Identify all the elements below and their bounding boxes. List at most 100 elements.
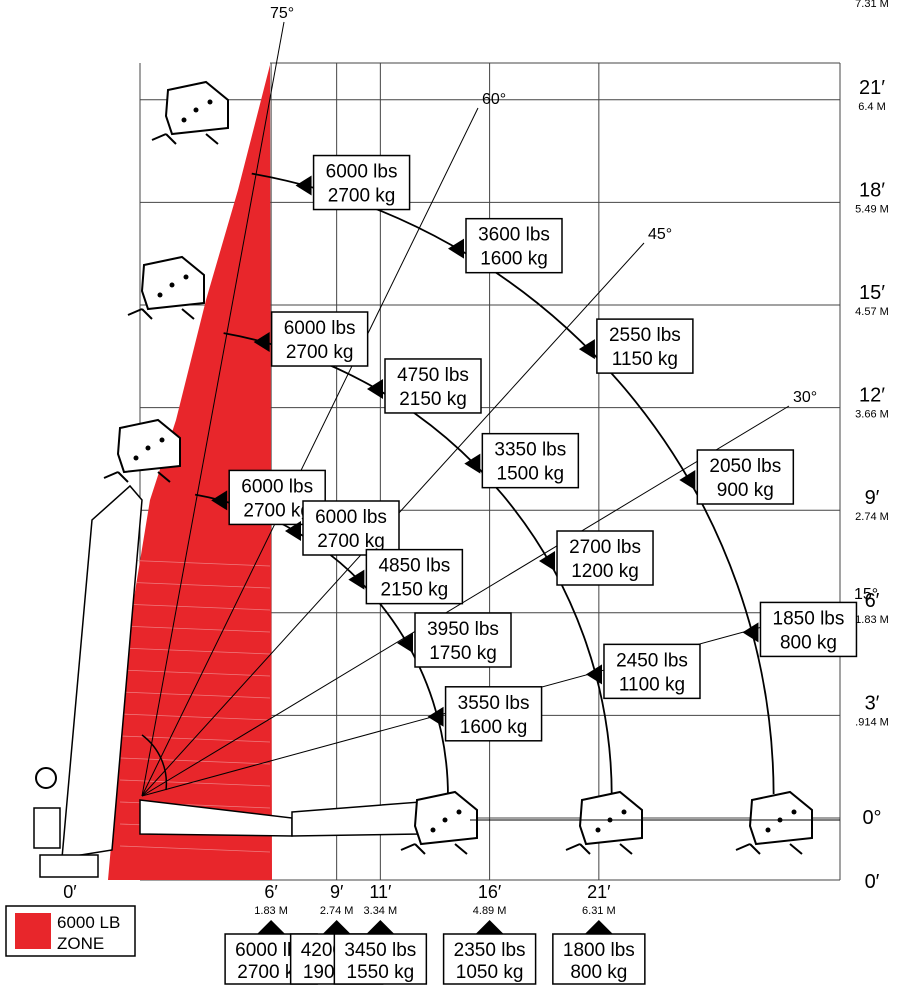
y-tick-label: 9′ — [865, 487, 880, 509]
zone-texture — [119, 647, 271, 655]
ground-load-box — [333, 933, 428, 985]
carriage-0-far — [735, 790, 813, 855]
arc-load-9-lbs: 2450 lbs — [616, 650, 688, 671]
y-tick-metric: 7.31 M — [855, 0, 889, 10]
arc-load-0-box — [312, 154, 411, 211]
arc-load-2: 2550 lbs 1150 kg — [578, 318, 694, 374]
boom-extension — [291, 801, 421, 837]
y-tick-metric: 4.57 M — [855, 306, 889, 318]
arc-load-2-kg: 1150 kg — [612, 349, 678, 370]
arc-load-12-lbs: 4850 lbs — [378, 556, 450, 577]
carriage-forks — [565, 843, 633, 855]
arc-load-5-lbs: 6000 lbs — [284, 318, 356, 339]
y-tick-metric: 3.66 M — [855, 409, 889, 421]
arc-load-8-lbs: 2700 lbs — [569, 537, 641, 558]
arc-load-7: 3350 lbs 1500 kg — [464, 432, 580, 489]
ground-load-kg: 800 kg — [570, 962, 627, 983]
machine-panel — [33, 807, 61, 849]
zone-texture — [119, 691, 271, 699]
ground-load-kg: 1550 kg — [347, 962, 415, 983]
carriage-bolt — [430, 827, 436, 833]
zone-texture — [119, 845, 271, 853]
arc-load-3-pointer — [679, 470, 696, 490]
boom-raised — [61, 484, 143, 859]
carriage-bolt — [207, 99, 213, 105]
arc-load-11-box — [302, 500, 400, 556]
arc-load-2-pointer — [578, 339, 595, 360]
ground-load-pointer — [366, 920, 395, 934]
carriage-forks — [735, 843, 803, 855]
arc-load-14-lbs: 3550 lbs — [458, 693, 530, 714]
arc-load-13-kg: 1750 kg — [429, 643, 497, 664]
arc-load-9-box — [603, 643, 701, 700]
y-tick-metric: .914 M — [855, 716, 889, 728]
carriage-bolt — [181, 117, 187, 123]
arc-load-0-kg: 2700 kg — [328, 186, 396, 207]
carriage-75-low — [103, 418, 181, 483]
angle-line-30 — [141, 405, 790, 797]
y-tick-label: 15′ — [859, 282, 885, 304]
ground-load-box — [552, 933, 646, 985]
y-tick-label: 3′ — [865, 692, 880, 714]
carriage-0-mid — [565, 790, 643, 855]
y-tick-label: 18′ — [859, 179, 885, 201]
arc-load-9: 2450 lbs 1100 kg — [585, 643, 701, 700]
carriage-0-near — [400, 790, 478, 855]
arc-load-4-kg: 800 kg — [780, 632, 837, 653]
ground-load-pointer — [584, 920, 613, 934]
arc-load-5-pointer — [253, 332, 270, 353]
x-tick-label: 9′ — [330, 882, 344, 902]
carriage-bolt — [159, 437, 165, 443]
arc-load-12-kg: 2150 kg — [381, 580, 449, 601]
arc-load-12: 4850 lbs 2150 kg — [348, 548, 464, 605]
arc-load-5-box — [270, 311, 369, 367]
arc-load-7-box — [481, 432, 580, 489]
y-tick-label: 21′ — [859, 77, 885, 99]
x-tick-label: 6′ — [264, 882, 278, 902]
angle-line-75 — [141, 21, 285, 797]
y-tick-metric: 6.4 M — [858, 101, 886, 113]
ground-load-pointer — [475, 920, 504, 934]
y-tick-zero-label: 0′ — [865, 871, 880, 893]
arc-load-14-kg: 1600 kg — [460, 717, 528, 738]
arc-load-10-kg: 2700 kg — [243, 500, 311, 521]
carriage-bolt — [169, 282, 175, 288]
ground-load-lbs: 6000 lbs — [235, 940, 307, 961]
carriage-bolt — [183, 274, 189, 280]
arc-load-14-box — [444, 686, 543, 742]
y-tick-label: 6′ — [865, 590, 880, 612]
arc-load-4-lbs: 1850 lbs — [773, 608, 845, 629]
arc-load-0-lbs: 6000 lbs — [326, 162, 398, 183]
ground-load-lbs: 1800 lbs — [563, 940, 635, 961]
zone-texture — [119, 559, 271, 567]
arc-load-11-kg: 2700 kg — [317, 531, 385, 552]
carriage-bolt — [621, 809, 627, 815]
legend: 6000 LB ZONE — [5, 905, 136, 957]
angle-label-30: 30° — [793, 389, 817, 406]
ground-load-lbs: 2350 lbs — [454, 940, 526, 961]
ground-load-kg: 2700 kg — [237, 962, 305, 983]
carriage-bolt — [145, 445, 151, 451]
telehandler-outline — [33, 80, 840, 878]
legend-line-1: 6000 LB — [57, 913, 120, 932]
arc-load-0-pointer — [295, 175, 312, 196]
legend-line-2: ZONE — [57, 934, 104, 953]
ground-load-box — [442, 933, 537, 985]
angle-line-60 — [141, 107, 479, 797]
arc-load-1: 3600 lbs 1600 kg — [448, 217, 563, 274]
zone-texture — [119, 757, 271, 765]
carriage-forks — [103, 471, 171, 483]
y-tick-metric: 2.74 M — [855, 511, 889, 523]
ground-load-lbs: 3450 lbs — [344, 940, 416, 961]
arc-load-2-lbs: 2550 lbs — [609, 325, 681, 346]
arc-load-5: 6000 lbs 2700 kg — [253, 311, 369, 367]
arc-load-4-box — [759, 601, 858, 658]
x-tick-label: 21′ — [587, 882, 611, 902]
arc-load-8-box — [556, 530, 654, 586]
arc-load-7-pointer — [464, 453, 481, 474]
reach-arc-2 — [251, 172, 775, 794]
ground-load-pointer — [257, 920, 286, 934]
arc-load-6-kg: 2150 kg — [399, 389, 467, 410]
